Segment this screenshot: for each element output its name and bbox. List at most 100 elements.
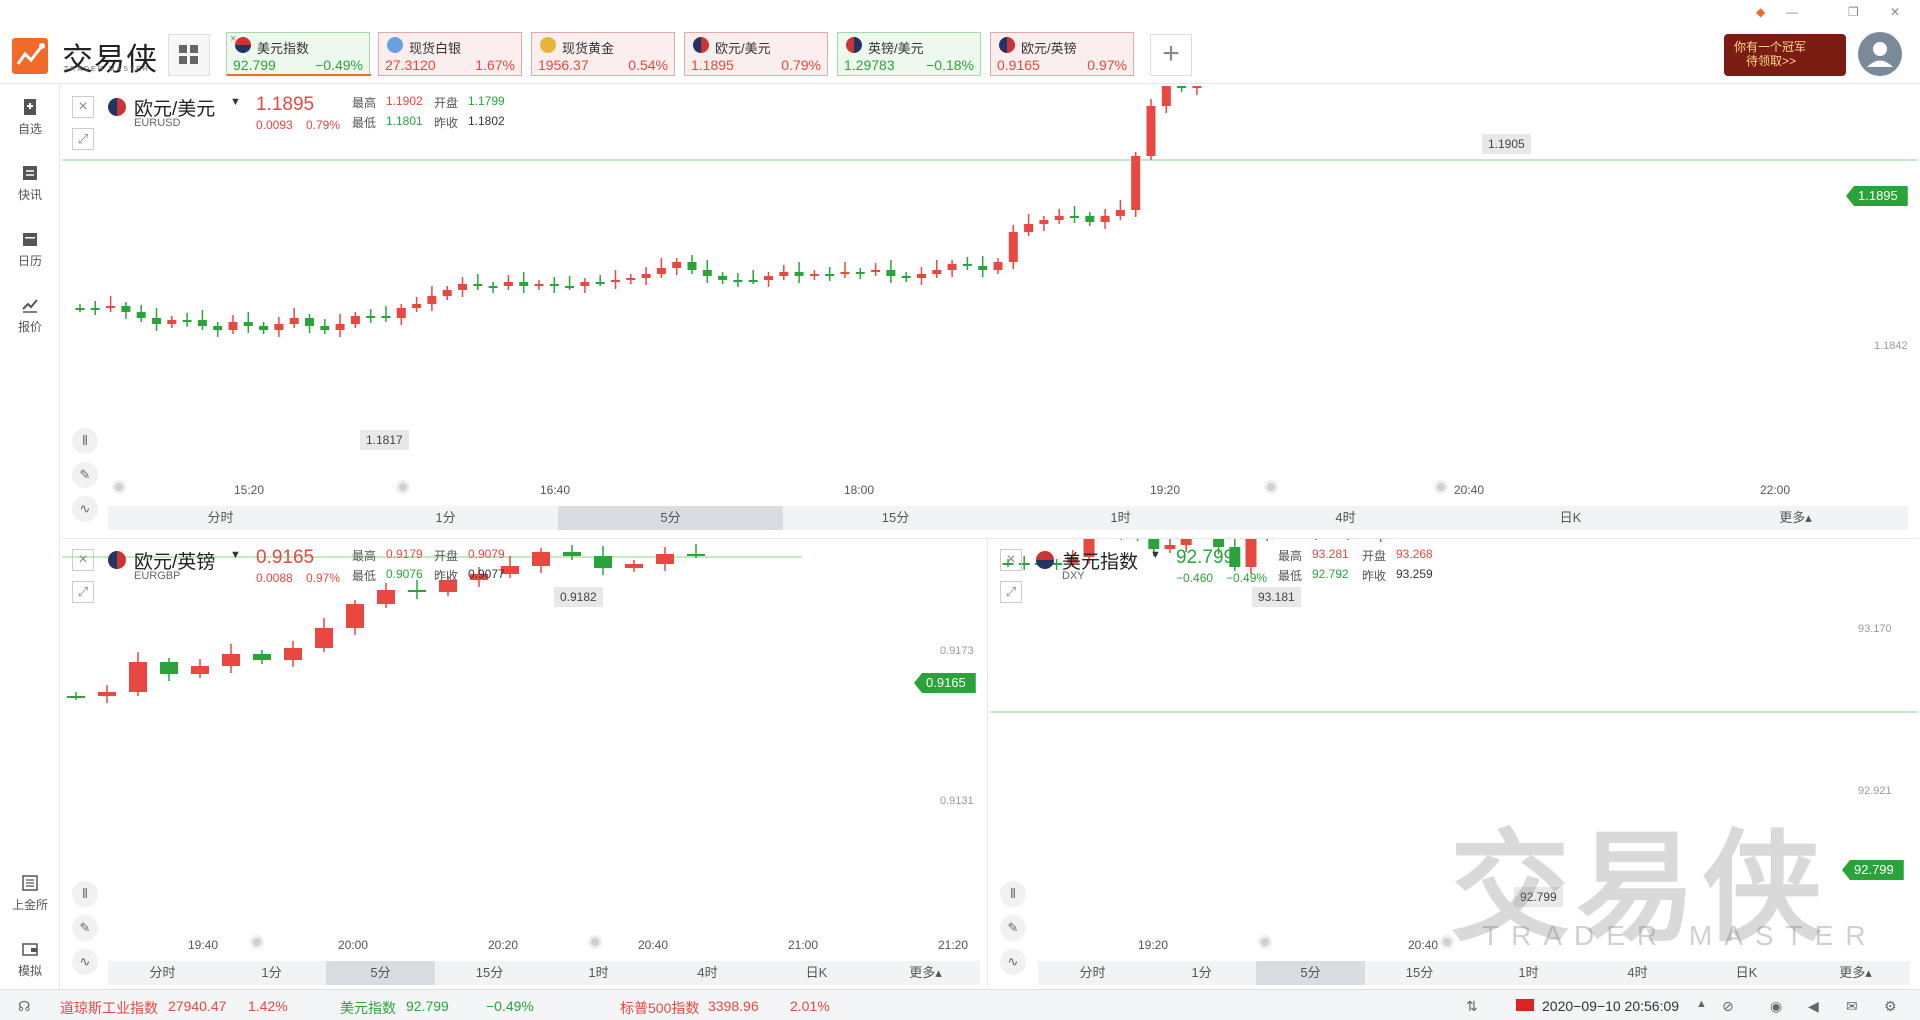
draw-tool-button[interactable]: ✎ xyxy=(72,462,98,488)
tf-tab[interactable]: 1时 xyxy=(588,965,609,980)
tf-tab-active[interactable]: 5分 xyxy=(1256,961,1365,985)
compare-tool-button[interactable]: ∿ xyxy=(72,496,98,522)
tf-tab[interactable]: 4时 xyxy=(697,965,718,980)
tf-more-button[interactable]: 更多▴ xyxy=(1779,510,1812,525)
add-ticker-button[interactable]: + xyxy=(1150,34,1192,76)
tf-tab[interactable]: 15分 xyxy=(1405,965,1434,980)
ticker-tab-eurusd[interactable]: 欧元/美元 1.1895 0.79% xyxy=(684,32,828,76)
tf-tab[interactable]: 分时 xyxy=(1079,965,1106,980)
avatar[interactable] xyxy=(1858,32,1902,76)
expand-panel-button[interactable]: ⤢ xyxy=(72,128,94,150)
candle xyxy=(439,576,457,596)
candle xyxy=(458,277,467,297)
tf-tab[interactable]: 分时 xyxy=(149,965,176,980)
event-marker-icon[interactable] xyxy=(1434,480,1448,494)
settings-icon[interactable]: ⚙ xyxy=(1884,998,1897,1014)
sidebar-item-sge[interactable]: 上金所 xyxy=(0,874,60,913)
x-tick-label: 19:20 xyxy=(1150,483,1181,497)
close-panel-button[interactable]: × xyxy=(72,96,94,118)
candlestick-chart[interactable] xyxy=(62,539,988,986)
camera-icon[interactable]: ◉ xyxy=(1770,998,1783,1014)
sidebar-item-quotes[interactable]: 报价 xyxy=(0,296,60,335)
watermark-subtitle: TRADER MASTER xyxy=(1482,920,1878,951)
event-marker-icon[interactable] xyxy=(588,935,602,949)
close-window-icon[interactable]: ✕ xyxy=(1890,5,1901,19)
draw-tool-button[interactable]: ✎ xyxy=(1000,915,1026,941)
mail-icon[interactable]: ✉ xyxy=(1846,998,1858,1014)
volume-icon[interactable]: ◀ xyxy=(1808,998,1819,1014)
index-name[interactable]: 美元指数 xyxy=(340,1000,396,1016)
sync-off-icon[interactable]: ⊘ xyxy=(1722,998,1734,1014)
index-name[interactable]: 标普500指数 xyxy=(620,1000,700,1016)
close-panel-button[interactable]: × xyxy=(72,549,94,571)
tf-tab[interactable]: 1分 xyxy=(1191,965,1212,980)
expand-panel-button[interactable]: ⤢ xyxy=(72,581,94,603)
promo-banner[interactable]: 你有一个冠军 待领取>> xyxy=(1724,34,1846,76)
sidebar-item-watchlist[interactable]: 自选 xyxy=(0,98,60,137)
ticker-tab-silver[interactable]: 现货白银 27.3120 1.67% xyxy=(378,32,522,76)
tf-tab[interactable]: 日K xyxy=(1735,965,1758,980)
symbol-dropdown-icon[interactable]: ▼ xyxy=(230,549,241,561)
tf-tab[interactable]: 1分 xyxy=(435,510,456,525)
tf-tab[interactable]: 分时 xyxy=(207,510,234,525)
indicator-tool-button[interactable]: ⫴ xyxy=(1000,881,1026,907)
symbol-change-pct: 0.79% xyxy=(306,118,341,132)
compare-tool-button[interactable]: ∿ xyxy=(72,949,98,975)
sidebar-item-simulate[interactable]: 模拟 xyxy=(0,940,60,979)
close-icon[interactable]: × xyxy=(230,33,237,45)
y-tick-label: 93.170 xyxy=(1858,623,1892,635)
indicator-tool-button[interactable]: ⫴ xyxy=(72,881,98,907)
x-tick-label: 21:00 xyxy=(788,938,819,952)
network-icon[interactable]: ⇅ xyxy=(1466,998,1478,1014)
tf-tab[interactable]: 1分 xyxy=(261,965,282,980)
tf-more-button[interactable]: 更多▴ xyxy=(909,965,942,980)
compare-tool-button[interactable]: ∿ xyxy=(1000,949,1026,975)
restore-icon[interactable]: ❐ xyxy=(1848,5,1859,19)
draw-tool-button[interactable]: ✎ xyxy=(72,915,98,941)
ticker-tab-dxy[interactable]: × 美元指数 92.799 −0.49% xyxy=(226,32,371,76)
close-panel-button[interactable]: × xyxy=(1000,549,1022,571)
tf-tab[interactable]: 15分 xyxy=(881,510,910,525)
headset-icon[interactable]: ☊ xyxy=(18,998,31,1014)
symbol-dropdown-icon[interactable]: ▼ xyxy=(230,96,241,108)
layout-grid-button[interactable] xyxy=(168,34,210,76)
chevron-up-icon[interactable]: ▲ xyxy=(1696,998,1707,1010)
minimize-icon[interactable]: — xyxy=(1786,5,1798,19)
expand-panel-button[interactable]: ⤢ xyxy=(1000,581,1022,603)
symbol-name[interactable]: 欧元/美元 xyxy=(134,99,216,120)
skin-icon[interactable]: ◆ xyxy=(1756,5,1766,19)
candle xyxy=(67,692,85,700)
index-name[interactable]: 道琼斯工业指数 xyxy=(60,1000,158,1016)
ticker-tab-eurgbp[interactable]: 欧元/英镑 0.9165 0.97% xyxy=(990,32,1134,76)
symbol-name[interactable]: 美元指数 xyxy=(1062,552,1139,573)
bookmark-icon xyxy=(24,99,36,115)
sidebar-item-news[interactable]: 快讯 xyxy=(0,164,60,203)
event-marker-icon[interactable] xyxy=(1264,480,1278,494)
ticker-tab-gold[interactable]: 现货黄金 1956.37 0.54% xyxy=(531,32,675,76)
event-marker-icon[interactable] xyxy=(1258,935,1272,949)
candlestick-chart[interactable] xyxy=(990,539,1918,986)
event-marker-icon[interactable] xyxy=(250,935,264,949)
tf-tab[interactable]: 4时 xyxy=(1627,965,1648,980)
tf-tab[interactable]: 日K xyxy=(805,965,828,980)
ticker-tab-gbpusd[interactable]: 英镑/美元 1.29783 −0.18% xyxy=(837,32,981,76)
tf-tab[interactable]: 1时 xyxy=(1518,965,1539,980)
sidebar-item-calendar[interactable]: 日历 xyxy=(0,230,60,269)
indicator-tool-button[interactable]: ⫴ xyxy=(72,428,98,454)
candle xyxy=(1008,225,1018,269)
tf-tab[interactable]: 15分 xyxy=(475,965,504,980)
tf-tab[interactable]: 1时 xyxy=(1110,510,1131,525)
tf-tab-active[interactable]: 5分 xyxy=(558,506,783,530)
event-marker-icon[interactable] xyxy=(396,480,410,494)
event-marker-icon[interactable] xyxy=(1440,935,1454,949)
tf-more-button[interactable]: 更多▴ xyxy=(1839,965,1872,980)
low-marker-label: 1.1817 xyxy=(360,430,409,450)
symbol-name[interactable]: 欧元/英镑 xyxy=(134,552,216,573)
candle xyxy=(1100,209,1110,229)
tf-tab[interactable]: 4时 xyxy=(1335,510,1356,525)
symbol-dropdown-icon[interactable]: ▼ xyxy=(1150,549,1161,561)
candlestick-chart[interactable] xyxy=(62,86,1918,532)
tf-tab-active[interactable]: 5分 xyxy=(326,961,435,985)
tf-tab[interactable]: 日K xyxy=(1559,510,1582,525)
event-marker-icon[interactable] xyxy=(112,480,126,494)
